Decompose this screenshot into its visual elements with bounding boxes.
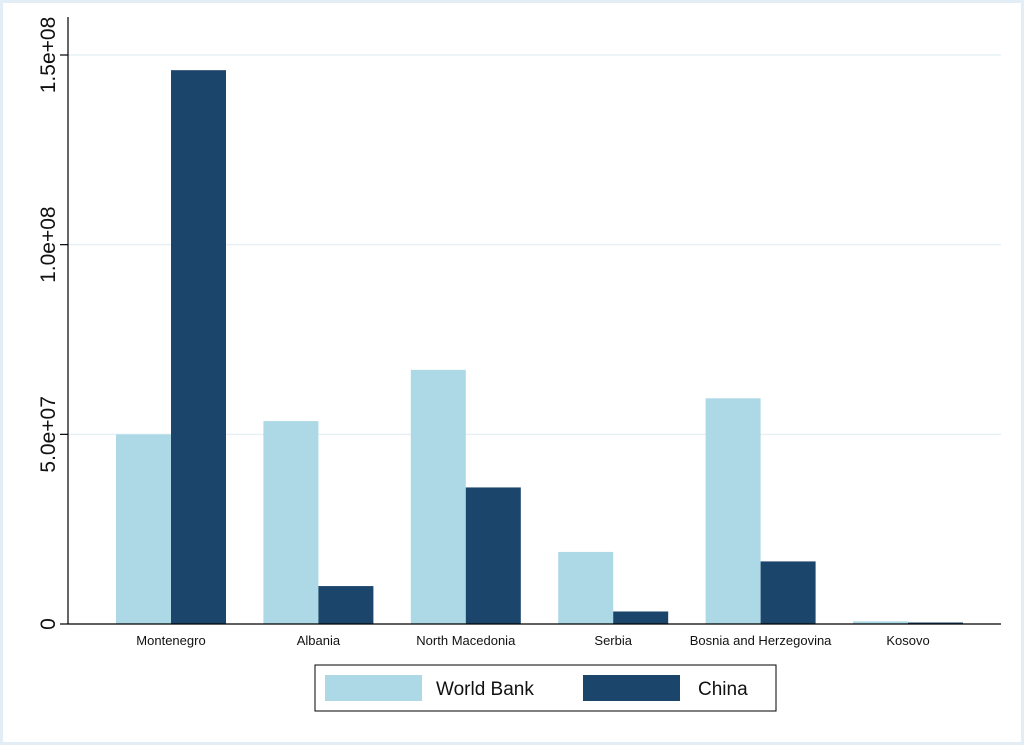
x-tick-label: Albania	[297, 633, 341, 648]
bar-china-kosovo	[908, 622, 963, 624]
bars	[116, 70, 963, 624]
bar-world-bank-albania	[263, 421, 319, 624]
bar-china-serbia	[613, 611, 669, 624]
bar-china-bosnia-and-herzegovina	[760, 561, 816, 624]
bar-china-north-macedonia	[465, 487, 521, 624]
x-tick-label: Montenegro	[136, 633, 205, 648]
bar-world-bank-montenegro	[116, 434, 171, 624]
legend-label-world-bank: World Bank	[436, 679, 534, 700]
legend-label-china: China	[698, 679, 748, 700]
legend: World Bank China	[314, 664, 777, 712]
x-tick-label: North Macedonia	[416, 633, 516, 648]
y-tick-label: 0	[37, 618, 60, 630]
x-tick-label: Kosovo	[886, 633, 929, 648]
bar-chart: Montenegro Albania North Macedonia Serbia Bo…	[37, 17, 1001, 712]
legend-swatch-china	[583, 675, 680, 701]
x-tick-label: Bosnia and Herzegovina	[690, 633, 832, 648]
y-tick-label: 1.5e+08	[37, 17, 60, 94]
x-tick-label: Serbia	[594, 633, 632, 648]
y-tick-label: 5.0e+07	[37, 396, 60, 473]
legend-swatch-world-bank	[325, 675, 422, 701]
bar-world-bank-serbia	[558, 551, 614, 624]
bar-world-bank-north-macedonia	[410, 369, 466, 624]
bar-world-bank-kosovo	[853, 621, 908, 624]
axes: Montenegro Albania North Macedonia Serbia Bo…	[37, 17, 1001, 648]
bar-china-montenegro	[171, 70, 226, 624]
bar-china-albania	[318, 586, 374, 624]
bar-world-bank-bosnia-and-herzegovina	[705, 398, 761, 624]
y-tick-label: 1.0e+08	[37, 206, 60, 283]
